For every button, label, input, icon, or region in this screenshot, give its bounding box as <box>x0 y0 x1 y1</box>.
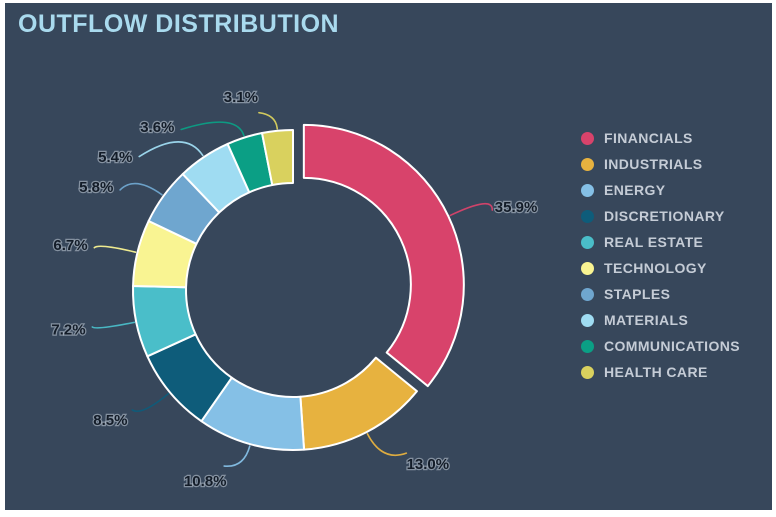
donut-chart: 35.9% 13.0% 10.8% 8.5% 7.2% 6.7% 5.8% 5.4% 3.6% 3… <box>50 88 538 491</box>
legend-item-technology[interactable]: TECHNOLOGY <box>581 255 740 281</box>
legend-swatch-technology <box>581 261 594 275</box>
callout-line-financials <box>449 203 494 217</box>
callout-line-technology <box>93 245 137 253</box>
legend-item-energy[interactable]: ENERGY <box>581 177 740 203</box>
percent-label-staples: 5.8% <box>79 179 113 196</box>
legend-item-communications[interactable]: COMMUNICATIONS <box>581 333 740 359</box>
percent-label-communications: 3.6% <box>140 119 174 136</box>
legend-swatch-real-estate <box>581 235 594 249</box>
legend-label: HEALTH CARE <box>604 364 708 380</box>
percent-label-energy: 10.8% <box>184 473 227 490</box>
percent-label-industrials: 13.0% <box>407 456 450 473</box>
legend-label: DISCRETIONARY <box>604 208 725 224</box>
percent-label-real-estate: 7.2% <box>51 322 85 339</box>
percent-label-discretionary: 8.5% <box>93 412 127 429</box>
legend-label: REAL ESTATE <box>604 234 704 250</box>
legend-swatch-financials <box>581 131 594 145</box>
callout-line-communications <box>180 121 245 137</box>
chart-title: OUTFLOW DISTRIBUTION <box>18 10 340 38</box>
donut-slice-financials[interactable] <box>302 123 465 388</box>
percent-label-financials: 35.9% <box>495 199 538 216</box>
legend-swatch-energy <box>581 183 594 197</box>
callout-line-health-care <box>258 111 279 130</box>
percent-label-materials: 5.4% <box>98 149 132 166</box>
legend-label: ENERGY <box>604 182 666 198</box>
legend-item-real-estate[interactable]: REAL ESTATE <box>581 229 740 255</box>
percent-label-health-care: 3.1% <box>224 89 258 106</box>
legend-item-discretionary[interactable]: DISCRETIONARY <box>581 203 740 229</box>
legend-swatch-staples <box>581 287 594 301</box>
legend-label: TECHNOLOGY <box>604 260 707 276</box>
legend-swatch-discretionary <box>581 209 594 223</box>
legend-swatch-communications <box>581 339 594 353</box>
callout-line-staples <box>119 182 163 196</box>
legend-item-industrials[interactable]: INDUSTRIALS <box>581 151 740 177</box>
legend-item-materials[interactable]: MATERIALS <box>581 307 740 333</box>
legend-swatch-health-care <box>581 365 594 379</box>
legend-swatch-industrials <box>581 157 594 171</box>
legend-label: STAPLES <box>604 286 671 302</box>
legend-item-staples[interactable]: STAPLES <box>581 281 740 307</box>
legend-swatch-materials <box>581 313 594 327</box>
chart-panel: OUTFLOW DISTRIBUTION 35.9% 13.0% 10.8% 8.5%… <box>5 3 772 510</box>
legend-label: COMMUNICATIONS <box>604 338 740 354</box>
callout-line-energy <box>223 445 251 467</box>
legend-label: MATERIALS <box>604 312 689 328</box>
percent-label-technology: 6.7% <box>53 237 87 254</box>
legend: FINANCIALS INDUSTRIALS ENERGY DISCRETIONARY… <box>581 125 740 385</box>
callout-line-discretionary <box>131 392 170 413</box>
callout-line-industrials <box>366 433 408 457</box>
callout-line-real-estate <box>91 321 136 329</box>
donut-slice-health-care[interactable] <box>261 129 294 187</box>
legend-item-financials[interactable]: FINANCIALS <box>581 125 740 151</box>
callout-line-materials <box>138 141 204 158</box>
legend-label: FINANCIALS <box>604 130 693 146</box>
donut-slice-industrials[interactable] <box>299 356 418 451</box>
legend-item-health-care[interactable]: HEALTH CARE <box>581 359 740 385</box>
legend-label: INDUSTRIALS <box>604 156 703 172</box>
